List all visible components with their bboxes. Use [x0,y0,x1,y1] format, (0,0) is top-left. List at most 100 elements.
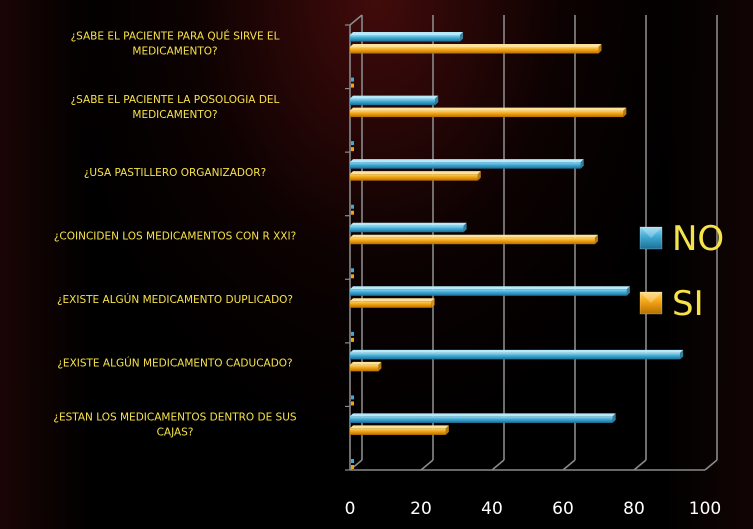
bar-si-6 [350,425,449,435]
empty-bar-marker [351,465,354,469]
bar-top-face [350,286,630,290]
legend-swatch-shine [640,292,662,303]
x-tick-label: 20 [410,499,432,519]
bar-top-face [350,159,584,163]
empty-bar-marker [351,268,354,273]
empty-bar-marker [351,204,354,209]
legend-swatch [639,291,663,315]
bar-no-5 [350,349,684,360]
bar-end-face [580,159,584,169]
x-tick-label: 60 [552,499,574,519]
x-tick-label: 0 [345,499,356,519]
empty-bar-marker [351,337,354,342]
category-label: ¿USA PASTILLERO ORGANIZADOR? [84,167,266,179]
legend-item-no: NO [639,219,724,259]
bar-si-5 [350,361,382,372]
bar-end-face [445,425,449,435]
category-label: ¿COINCIDEN LOS MEDICAMENTOS CON R XXI? [54,231,296,243]
legend-label: NO [672,219,724,259]
empty-bar-marker [351,83,354,88]
floor-line [633,459,647,471]
bar-si-0 [350,44,602,54]
empty-bar-marker [351,274,354,279]
bar-end-face [598,44,602,54]
empty-bar-marker [351,395,354,400]
bar-si-2 [350,171,481,181]
bar-end-face [378,361,382,372]
bar-front-face [350,352,681,360]
bar-top-face [350,171,481,175]
bar-no-3 [350,222,467,233]
bar-si-4 [350,298,435,308]
legend-label: SI [672,284,704,324]
bar-front-face [350,35,461,42]
bar-top-face [350,32,464,35]
bar-front-face [350,237,595,245]
x-tick-labels: 0 20 40 60 80 100 [345,499,722,519]
empty-bar-marker [351,77,354,82]
empty-bar-marker [351,459,354,463]
bar-front-face [350,416,613,423]
bar-end-face [460,32,464,42]
bar-front-face [350,364,379,372]
bar-top-face [350,234,598,238]
chart-bars [350,32,684,469]
bar-end-face [612,413,616,423]
bar-top-face [350,95,439,99]
x-tick-label: 40 [481,499,503,519]
category-label: ¿EXISTE ALGÚN MEDICAMENTO CADUCADO? [57,357,292,370]
bar-front-face [350,428,446,435]
floor-line [420,459,434,471]
bar-end-face [431,298,435,308]
category-label: ¿ESTAN LOS MEDICAMENTOS DENTRO DE SUS CAJ… [53,412,297,439]
bar-si-3 [350,234,598,245]
bar-no-6 [350,413,616,423]
bar-top-face [350,425,449,429]
x-tick-label: 100 [689,499,721,519]
category-label: ¿EXISTE ALGÚN MEDICAMENTO DUPLICADO? [57,293,293,306]
legend-swatch [639,226,663,250]
bar-front-face [350,174,478,181]
empty-bar-marker [351,141,354,146]
category-label: ¿SABE EL PACIENTE LA POSOLOGIA DEL MEDICA… [71,94,280,121]
bar-top-face [350,413,616,417]
bar-front-face [350,225,464,233]
bar-front-face [350,98,436,106]
legend-item-si: SI [639,284,704,324]
bar-end-face [594,234,598,245]
bar-end-face [463,222,467,233]
bar-no-2 [350,159,584,169]
bar-end-face [623,107,627,118]
empty-bar-marker [351,210,354,215]
bar-no-0 [350,32,464,42]
bar-top-face [350,44,602,47]
floor-line [562,459,576,471]
empty-bar-marker [351,147,354,152]
floor-line [491,459,505,471]
empty-bar-marker [351,401,354,406]
bar-top-face [350,298,435,302]
floor-line [704,459,718,471]
bar-front-face [350,110,624,118]
legend-swatch-shine [640,227,662,238]
category-label: ¿SABE EL PACIENTE PARA QUÉ SIRVE EL MEDIC… [71,29,280,57]
bar-front-face [350,289,627,296]
axis-depth-line [349,14,363,26]
bar-end-face [477,171,481,181]
bar-end-face [626,286,630,296]
bar-no-4 [350,286,630,296]
empty-bar-marker [351,331,354,336]
bar-si-1 [350,107,627,118]
x-tick-label: 80 [623,499,645,519]
bar-end-face [435,95,439,106]
category-labels: ¿SABE EL PACIENTE PARA QUÉ SIRVE EL MEDIC… [53,29,297,438]
chart-legend: NO SI [639,219,724,324]
bar-top-face [350,107,627,111]
bar-top-face [350,222,467,226]
bar-top-face [350,361,382,365]
bar-front-face [350,301,432,308]
bar-no-1 [350,95,439,106]
bar-top-face [350,349,684,353]
bar-front-face [350,162,581,169]
